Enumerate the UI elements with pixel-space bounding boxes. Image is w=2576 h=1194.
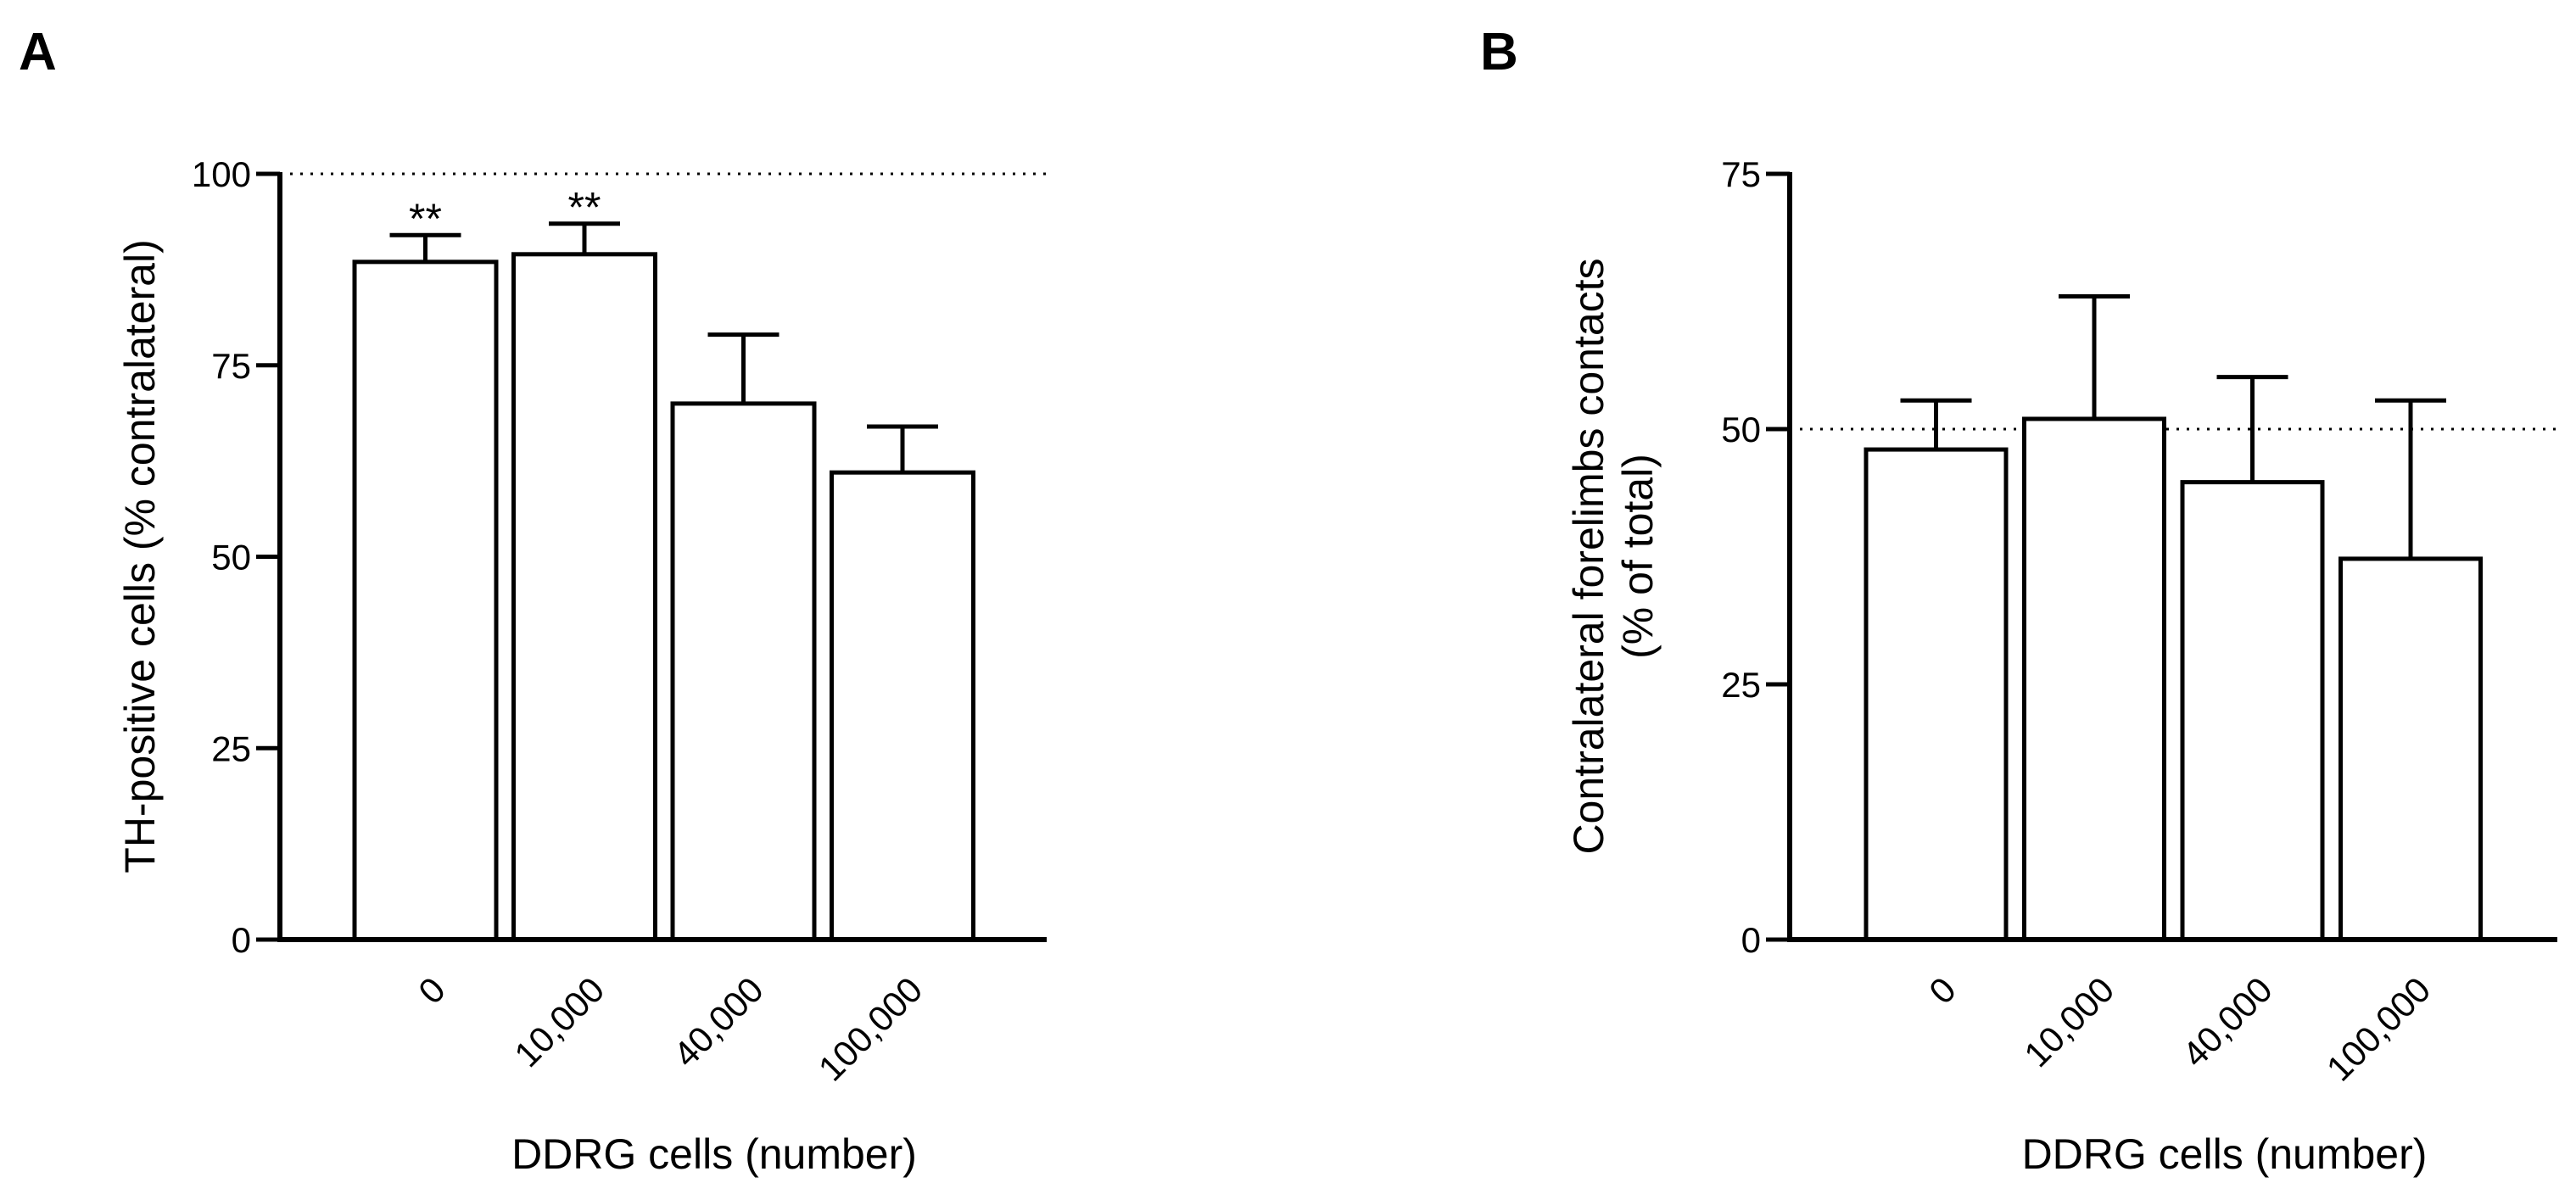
bar — [1864, 447, 2009, 942]
x-tick-label: 0 — [411, 969, 453, 1012]
bar — [2022, 416, 2166, 942]
y-tick-label: 25 — [211, 728, 251, 768]
y-axis-title-line: Contralateral forelimbs contacts — [1565, 258, 1612, 854]
y-tick-label: 50 — [1721, 410, 1761, 449]
bar — [511, 252, 657, 942]
y-tick-label: 0 — [1741, 920, 1761, 960]
y-axis-title-line: (% of total) — [1614, 454, 1662, 659]
significance-marker: ** — [568, 184, 601, 232]
y-tick-label: 100 — [192, 154, 251, 194]
bar — [830, 470, 975, 942]
x-tick-label: 100,000 — [2319, 969, 2439, 1089]
y-tick-label: 0 — [232, 920, 251, 960]
panel-b: B 0 10,000 40,000 100,000 0 25 50 75 DDRG cells … — [1480, 23, 2557, 1178]
y-tick-label: 25 — [1721, 665, 1761, 705]
bar — [2180, 480, 2325, 942]
x-tick-label: 10,000 — [2016, 969, 2121, 1074]
y-tick-label: 75 — [211, 346, 251, 386]
x-tick-label: 100,000 — [811, 969, 930, 1089]
x-tick-label: 0 — [1921, 969, 1964, 1012]
bar — [670, 401, 817, 942]
panel-b-letter: B — [1480, 23, 1518, 81]
y-axis-title: TH-positive cells (% contralateral) — [116, 239, 164, 873]
y-tick-label: 75 — [1721, 154, 1761, 194]
y-tick-label: 50 — [211, 538, 251, 577]
bar — [352, 259, 499, 942]
panel-a-letter: A — [19, 23, 57, 81]
x-tick-label: 40,000 — [666, 969, 771, 1074]
panel-a: A ** 0 ** 10,000 40,000 100,000 0 25 50 75 100 DDRG… — [19, 23, 1047, 1178]
x-axis-title: DDRG cells (number) — [511, 1130, 917, 1178]
significance-marker: ** — [409, 195, 442, 243]
x-axis-title: DDRG cells (number) — [2022, 1130, 2428, 1178]
x-tick-label: 10,000 — [506, 969, 612, 1074]
x-tick-label: 40,000 — [2175, 969, 2280, 1074]
bar — [2339, 556, 2483, 942]
